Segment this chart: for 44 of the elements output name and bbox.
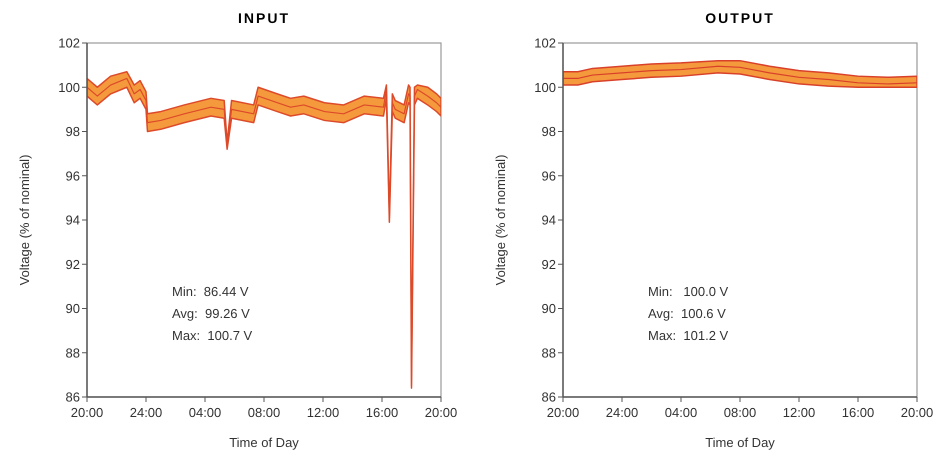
y-tick-label: 86 — [542, 390, 556, 405]
annotation: Min: 86.44 V — [172, 284, 249, 299]
x-tick-label: 04:00 — [664, 405, 698, 420]
y-tick-label: 102 — [58, 36, 80, 51]
y-axis-title: Voltage (% of nominal) — [17, 154, 32, 286]
x-tick-label: 24:00 — [606, 405, 638, 420]
x-axis-title: Time of Day — [705, 435, 776, 450]
y-tick-label: 96 — [542, 168, 556, 184]
annotation: Max: 100.7 V — [172, 328, 253, 343]
annotation: Avg: 99.26 V — [172, 306, 250, 321]
y-tick-label: 102 — [534, 36, 556, 51]
chart-title: OUTPUT — [705, 10, 775, 26]
y-tick-label: 96 — [66, 168, 80, 184]
x-tick-label: 24:00 — [130, 405, 162, 420]
y-tick-label: 92 — [66, 256, 80, 272]
x-tick-label: 16:00 — [842, 405, 874, 420]
y-tick-label: 94 — [542, 212, 556, 228]
y-tick-label: 100 — [58, 80, 80, 95]
y-tick-label: 94 — [66, 212, 80, 228]
x-tick-label: 12:00 — [782, 405, 816, 420]
y-tick-label: 98 — [66, 124, 80, 140]
y-tick-label: 92 — [542, 256, 556, 272]
y-tick-label: 90 — [66, 301, 80, 316]
y-tick-label: 98 — [542, 124, 556, 140]
x-tick-label: 04:00 — [188, 405, 222, 420]
y-axis-title: Voltage (% of nominal) — [493, 154, 508, 286]
x-tick-label: 20:00 — [424, 405, 458, 420]
x-tick-label: 16:00 — [366, 405, 398, 420]
y-tick-label: 100 — [534, 80, 556, 95]
x-tick-label: 20:00 — [70, 405, 104, 420]
y-tick-label: 88 — [542, 345, 556, 360]
annotation: Avg: 100.6 V — [648, 306, 726, 321]
y-tick-label: 88 — [66, 345, 80, 360]
annotation: Min: 100.0 V — [648, 284, 729, 299]
annotation: Max: 101.2 V — [648, 328, 729, 343]
x-axis-title: Time of Day — [229, 435, 300, 450]
x-tick-label: 08:00 — [248, 405, 280, 420]
y-tick-label: 86 — [66, 390, 80, 405]
y-tick-label: 90 — [542, 301, 556, 316]
x-tick-label: 12:00 — [306, 405, 340, 420]
chart-title: INPUT — [238, 10, 290, 26]
x-tick-label: 08:00 — [724, 405, 756, 420]
x-tick-label: 20:00 — [546, 405, 580, 420]
x-tick-label: 20:00 — [900, 405, 934, 420]
